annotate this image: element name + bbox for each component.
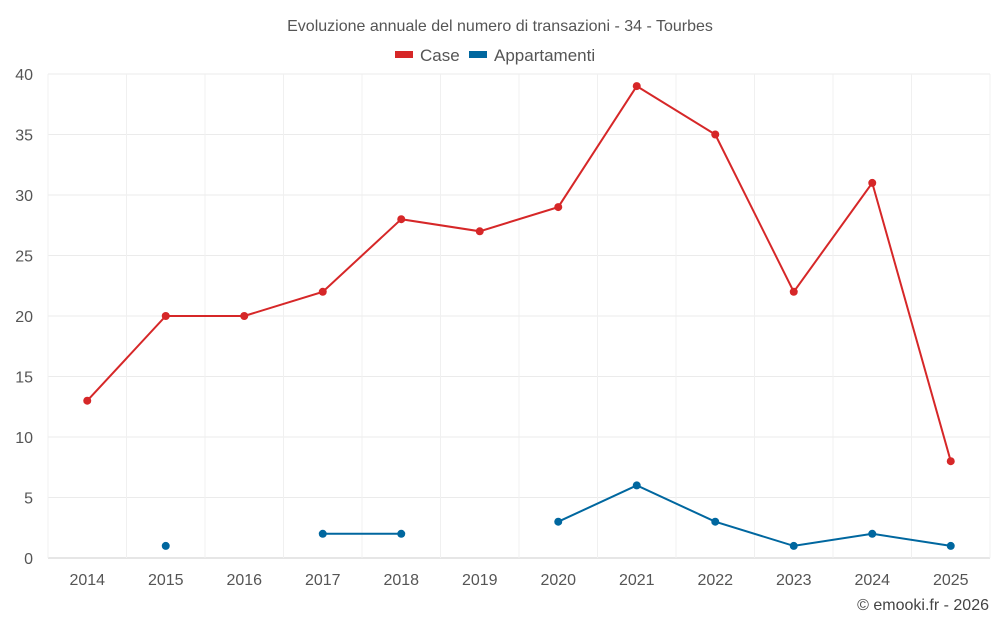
data-point	[632, 82, 641, 91]
x-tick-label: 2020	[540, 572, 576, 589]
data-point	[554, 203, 563, 212]
data-point	[475, 227, 484, 236]
chart-title: Evoluzione annuale del numero di transaz…	[287, 18, 713, 35]
y-tick-label: 5	[24, 491, 33, 508]
legend-label: Appartamenti	[494, 46, 595, 65]
legend-swatch	[395, 51, 413, 58]
x-tick-label: 2024	[854, 572, 890, 589]
y-tick-label: 40	[15, 67, 33, 84]
data-point	[397, 529, 406, 538]
x-tick-label: 2025	[933, 572, 969, 589]
x-tick-label: 2016	[226, 572, 262, 589]
data-point	[397, 215, 406, 224]
x-tick-label: 2019	[462, 572, 498, 589]
data-point	[946, 457, 955, 466]
data-point	[868, 529, 877, 538]
x-tick-label: 2023	[776, 572, 812, 589]
credit: © emooki.fr - 2026	[857, 597, 989, 614]
data-point	[789, 287, 798, 296]
y-tick-label: 15	[15, 370, 33, 387]
y-tick-label: 20	[15, 309, 33, 326]
data-point	[946, 541, 955, 550]
data-point	[711, 130, 720, 139]
x-tick-label: 2018	[383, 572, 419, 589]
y-axis: 0 5 10 15 20 25 30 35 40	[15, 67, 33, 568]
data-point	[318, 529, 327, 538]
series-case	[83, 82, 955, 466]
x-tick-label: 2014	[69, 572, 105, 589]
y-tick-label: 10	[15, 430, 33, 447]
x-tick-label: 2015	[148, 572, 184, 589]
data-point	[318, 287, 327, 296]
series-line	[86, 84, 952, 462]
x-tick-label: 2021	[619, 572, 655, 589]
y-tick-label: 25	[15, 249, 33, 266]
legend-label: Case	[420, 46, 460, 65]
data-point	[789, 541, 798, 550]
x-axis: 2014 2015 2016 2017 2018 2019 2020 2021 2022 2023…	[69, 572, 968, 589]
series-line	[557, 484, 951, 547]
data-point	[83, 396, 92, 405]
data-point	[711, 517, 720, 526]
data-point	[868, 178, 877, 187]
data-point	[632, 481, 641, 490]
series-appartamenti	[161, 481, 955, 550]
legend-swatch	[469, 51, 487, 58]
series-layer	[83, 82, 955, 550]
x-tick-label: 2022	[697, 572, 733, 589]
data-point	[240, 312, 249, 320]
y-tick-label: 35	[15, 128, 33, 145]
data-point	[161, 312, 170, 320]
x-tick-label: 2017	[305, 572, 341, 589]
y-tick-label: 0	[24, 551, 33, 568]
y-tick-label: 30	[15, 188, 33, 205]
legend: Case Appartamenti	[395, 46, 595, 65]
grid	[47, 73, 991, 559]
data-point	[554, 517, 563, 526]
data-point	[161, 541, 170, 550]
